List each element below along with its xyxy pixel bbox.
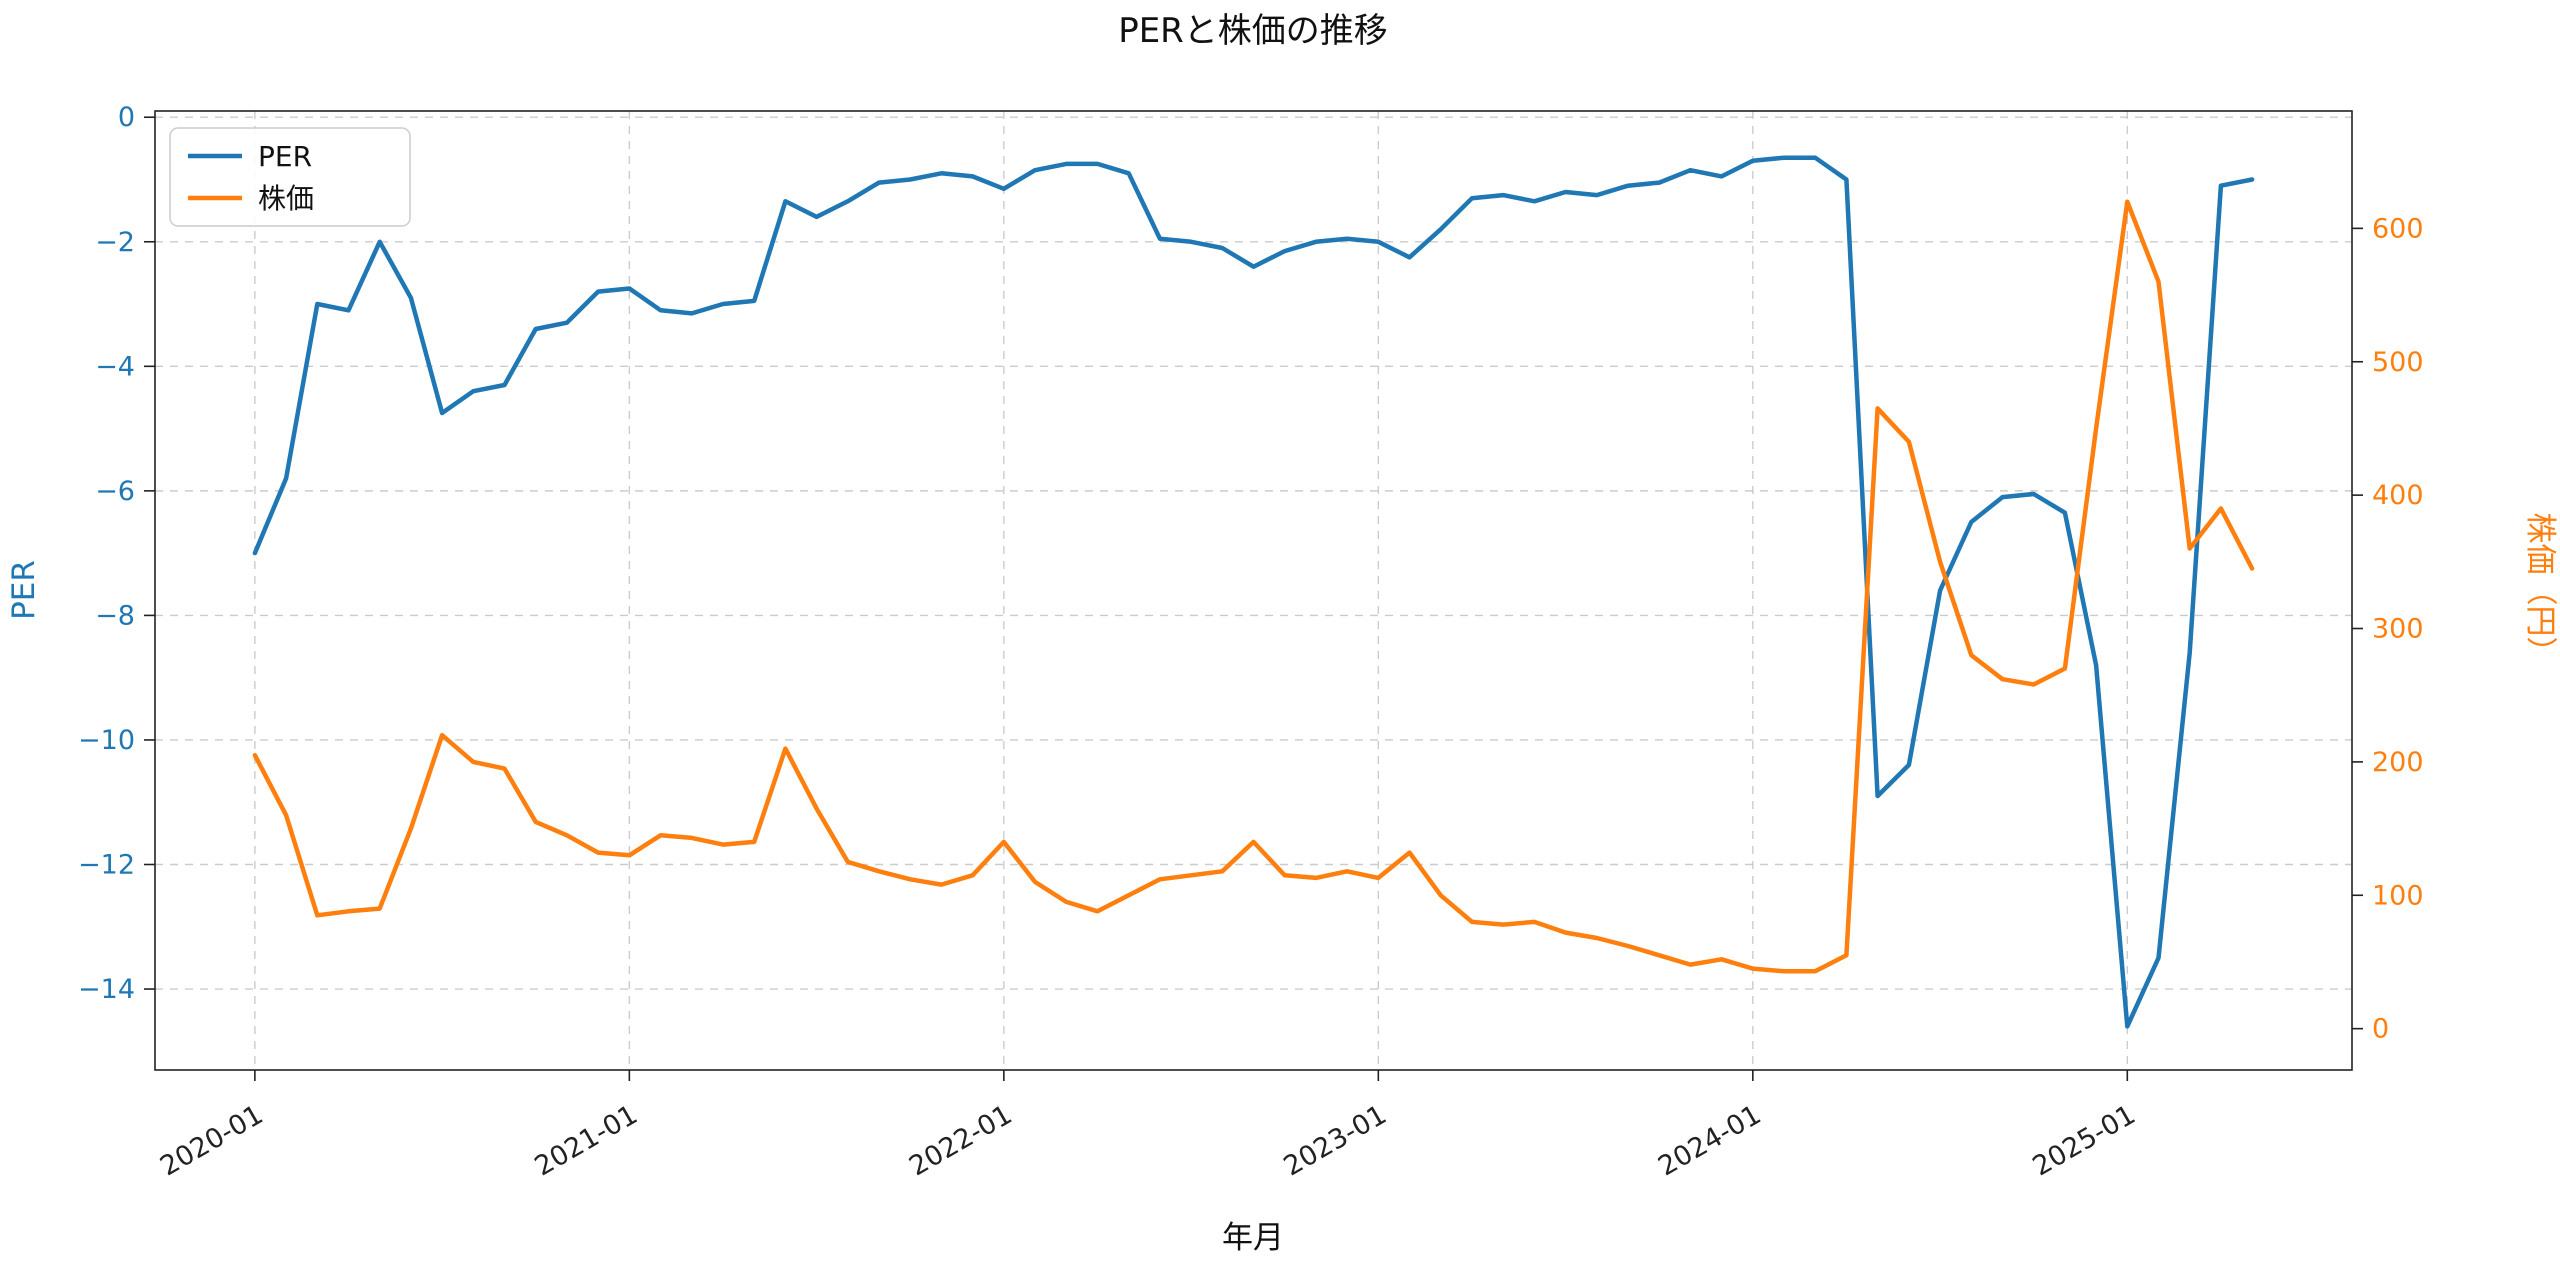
- legend-label-per: PER: [258, 140, 312, 173]
- gridlines: [155, 111, 2352, 1070]
- left-tick-label: −8: [95, 600, 135, 631]
- left-tick-label: −6: [95, 476, 135, 507]
- legend: PER 株価: [169, 127, 411, 227]
- right-tick-label: 200: [2372, 747, 2424, 778]
- right-tick-label: 500: [2372, 347, 2424, 378]
- left-tick-label: −10: [78, 725, 135, 756]
- x-axis-label: 年月: [1222, 1220, 1284, 1256]
- right-tick-label: 400: [2372, 480, 2424, 511]
- left-tick-label: 0: [118, 102, 135, 133]
- right-tick-label: 600: [2372, 213, 2424, 244]
- x-tick-label: 2025-01: [2028, 1099, 2141, 1182]
- left-tick-label: −14: [78, 974, 135, 1005]
- right-axis-label: 株価（円）: [2522, 513, 2558, 668]
- plot-frame: [154, 110, 2353, 1071]
- x-tick-label: 2023-01: [1279, 1099, 1392, 1182]
- x-tick-label: 2022-01: [904, 1099, 1017, 1182]
- chart-title: PERと株価の推移: [1118, 11, 1388, 51]
- right-tick-label: 100: [2372, 880, 2424, 911]
- right-tick-label: 0: [2372, 1014, 2389, 1045]
- left-tick-label: −2: [95, 227, 135, 258]
- x-tick-label: 2020-01: [155, 1099, 268, 1182]
- left-tick-label: −12: [78, 850, 135, 881]
- series-lines: [252, 155, 2255, 1029]
- left-axis-label: PER: [6, 560, 42, 620]
- right-tick-label: 300: [2372, 614, 2424, 645]
- legend-label-price: 株価: [258, 182, 314, 215]
- x-tick-label: 2024-01: [1653, 1099, 1766, 1182]
- price-line: [252, 199, 2255, 974]
- per-line: [252, 155, 2255, 1029]
- legend-box: [169, 127, 411, 227]
- x-tick-label: 2021-01: [530, 1099, 643, 1182]
- left-tick-label: −4: [95, 351, 135, 382]
